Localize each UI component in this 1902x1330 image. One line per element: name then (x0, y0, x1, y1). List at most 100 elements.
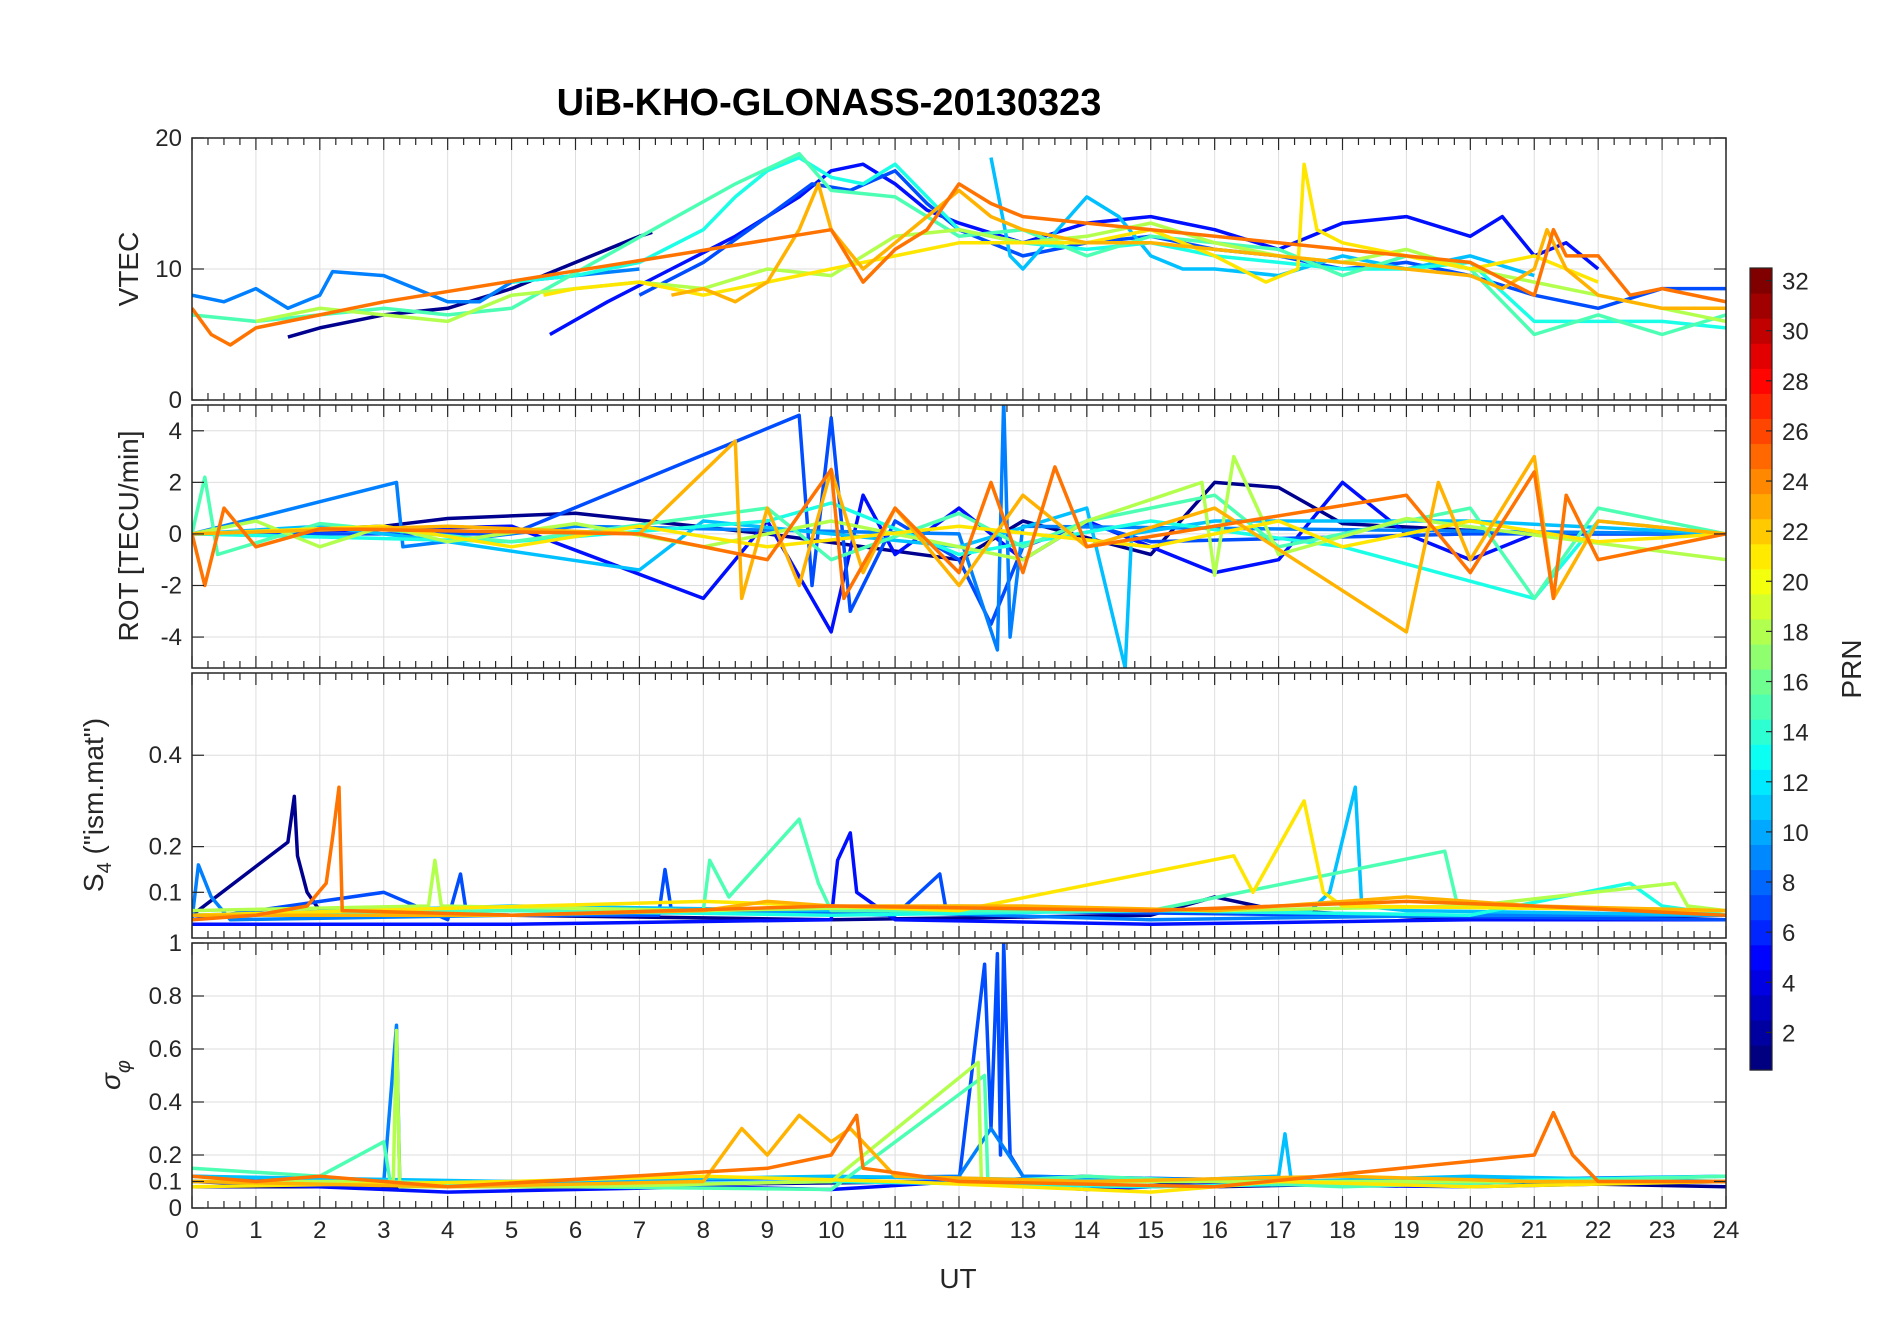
colorbar-segment (1750, 518, 1772, 545)
colorbar-frame (1749, 267, 1773, 1071)
colorbar-segment (1750, 643, 1772, 670)
series-prn-22 (671, 182, 1726, 311)
colorbar-segment (1750, 493, 1772, 520)
colorbar-tick-label: 2 (1782, 1020, 1795, 1047)
colorbar-segment (1750, 919, 1772, 946)
y-tick-label: 0 (169, 1195, 182, 1222)
x-ticks-s4 (191, 673, 1727, 938)
x-tick-label: 17 (1265, 1217, 1292, 1244)
x-tick-label: 21 (1521, 1217, 1548, 1244)
x-tick-label: 6 (569, 1217, 582, 1244)
grid-s4 (191, 673, 1727, 938)
y-tick-label: 0.2 (149, 1142, 182, 1169)
colorbar-segment (1750, 568, 1772, 595)
colorbar-segment (1750, 343, 1772, 369)
y-tick-label: 4 (169, 418, 182, 445)
x-tick-label: 23 (1649, 1217, 1676, 1244)
x-tick-label: 22 (1585, 1217, 1612, 1244)
colorbar-segment (1750, 443, 1772, 470)
colorbar-tick-label: 32 (1782, 269, 1809, 296)
colorbar-segment (1750, 769, 1772, 795)
series-group-rot (192, 405, 1726, 668)
colorbar-segment (1750, 318, 1772, 344)
colorbar-segment (1750, 719, 1772, 745)
x-tick-label: 2 (313, 1217, 326, 1244)
colorbar-segment (1750, 844, 1772, 871)
y-tick-label: -4 (161, 624, 182, 651)
grid-vtec (191, 137, 1727, 401)
y-tick-label: 0 (169, 521, 182, 548)
series-prn-24 (192, 785, 1726, 922)
series-prn-18 (255, 221, 1726, 324)
colorbar-segment (1750, 694, 1772, 720)
colorbar-tick-label: 20 (1782, 569, 1809, 596)
colorbar-label: PRN (1836, 639, 1867, 698)
colorbar-tick-label: 30 (1782, 319, 1809, 346)
x-tick-label: 20 (1457, 1217, 1484, 1244)
panel-sigma: 00.10.2 0.4 0.6 0.8 1 σφ (95, 930, 1727, 1222)
panel-s4: 0.1 0.2 0.4 S4 ("ism.mat") (78, 672, 1727, 939)
x-ticks-vtec (191, 138, 1727, 400)
x-tick-label: 24 (1713, 1217, 1740, 1244)
series-prn-24 (192, 1110, 1726, 1189)
colorbar-segment (1750, 969, 1772, 996)
series-group-sigma (192, 943, 1726, 1194)
x-tick-label: 1 (249, 1217, 262, 1244)
x-tick-label: 11 (883, 1217, 908, 1244)
colorbar-segment (1750, 618, 1772, 645)
x-tick-label: 8 (697, 1217, 710, 1244)
colorbar-segment (1750, 268, 1772, 294)
x-tick-label: 12 (946, 1217, 973, 1244)
series-prn-3 (192, 831, 1726, 927)
series-prn-8 (192, 405, 1726, 652)
x-tick-label: 19 (1393, 1217, 1420, 1244)
series-group-vtec (192, 151, 1726, 347)
x-ticks-rot (191, 405, 1727, 668)
x-tick-label: 13 (1010, 1217, 1037, 1244)
x-tick-label: 14 (1073, 1217, 1100, 1244)
y-tick-label: 0.4 (149, 1089, 182, 1116)
x-tick-label: 18 (1329, 1217, 1356, 1244)
y-tick-label: 20 (155, 125, 182, 152)
series-group-s4 (192, 785, 1726, 927)
colorbar-tick-label: 28 (1782, 369, 1809, 396)
colorbar-segment (1750, 418, 1772, 445)
colorbar-tick-label: 12 (1782, 770, 1809, 797)
series-prn-1 (287, 230, 653, 339)
series-prn-11 (989, 157, 1535, 278)
colorbar-segment (1750, 669, 1772, 695)
colorbar-segment (1750, 543, 1772, 570)
colorbar-segment (1750, 744, 1772, 770)
panel-vtec: 0 10 20 VTEC (113, 125, 1727, 414)
series-prn-1 (192, 480, 1726, 562)
y-axis-label-s4: S4 ("ism.mat") (78, 718, 116, 892)
x-tick-label: 10 (818, 1217, 845, 1244)
colorbar-tick-label: 24 (1782, 469, 1809, 496)
y-tick-label: 0 (169, 387, 182, 414)
x-tick-label: 16 (1201, 1217, 1228, 1244)
colorbar-segment (1750, 593, 1772, 620)
colorbar-tick-label: 26 (1782, 419, 1809, 446)
y-axis-label-vtec: VTEC (113, 232, 144, 307)
x-tick-label: 7 (633, 1217, 646, 1244)
colorbar-segment (1750, 819, 1772, 846)
colorbar-segment (1750, 1019, 1772, 1046)
panel-rot: -4 -2 0 2 4 ROT [TECU/min] (113, 404, 1727, 669)
series-prn-24 (192, 182, 1726, 347)
colorbar-segment (1750, 1044, 1772, 1071)
colorbar-tick-label: 4 (1782, 970, 1795, 997)
x-axis-label: UT (939, 1263, 976, 1294)
y-tick-label: 0.8 (149, 983, 182, 1010)
y-tick-label: 1 (169, 930, 182, 957)
colorbar-tick-label: 22 (1782, 519, 1809, 546)
y-axis-label-rot: ROT [TECU/min] (113, 430, 144, 641)
colorbar-segment (1750, 869, 1772, 896)
colorbar-tick-label: 8 (1782, 870, 1795, 897)
x-tick-label: 5 (505, 1217, 518, 1244)
x-tick-label: 3 (377, 1217, 390, 1244)
x-tick-label: 9 (761, 1217, 774, 1244)
colorbar-tick-label: 18 (1782, 619, 1809, 646)
